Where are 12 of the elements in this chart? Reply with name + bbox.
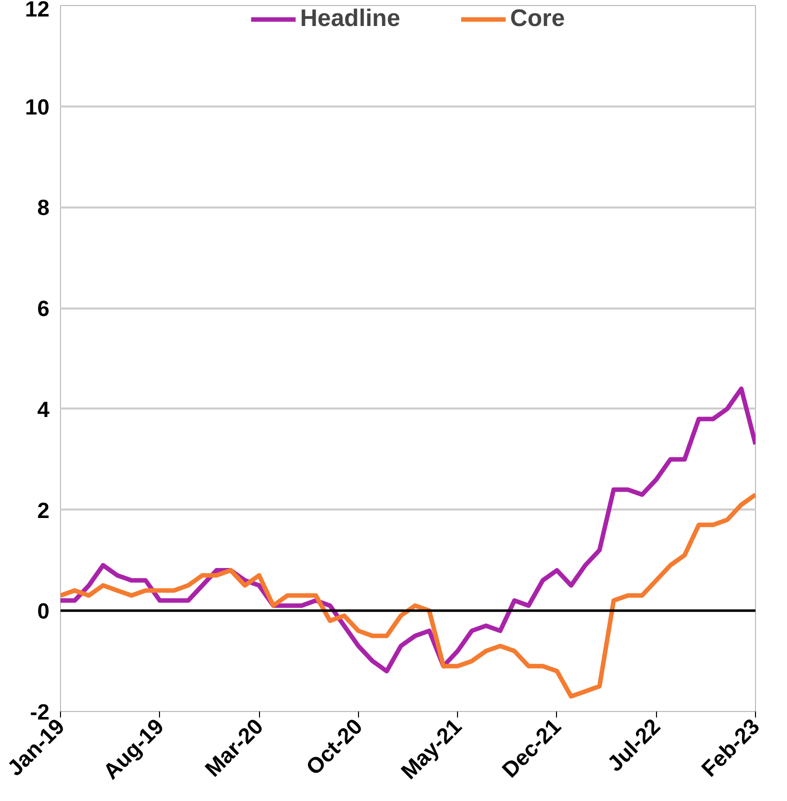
legend-label: Core [510, 5, 565, 33]
legend-label: Headline [300, 5, 400, 33]
y-tick-label: 2 [37, 498, 50, 523]
y-tick-label: -2 [30, 700, 50, 724]
y-tick-label: 0 [37, 598, 50, 624]
y-tick-label: 4 [37, 396, 50, 422]
y-tick-label: 8 [37, 195, 50, 220]
line-series [60, 492, 756, 699]
line-series [60, 386, 756, 674]
y-tick-label: 10 [25, 94, 50, 120]
y-tick-label: 6 [37, 296, 50, 322]
y-tick-label: 12 [25, 0, 50, 22]
